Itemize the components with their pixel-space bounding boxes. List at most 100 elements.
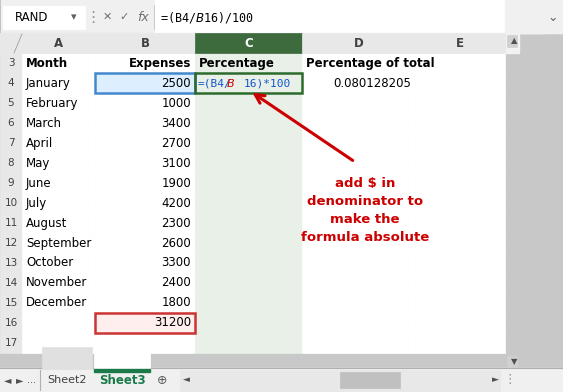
Bar — [22, 233, 95, 253]
Text: 31200: 31200 — [154, 316, 191, 330]
Text: April: April — [26, 136, 53, 149]
Bar — [22, 93, 95, 113]
Bar — [302, 293, 415, 313]
Bar — [95, 53, 195, 73]
Text: fx: fx — [137, 11, 149, 24]
Bar — [22, 193, 95, 213]
Bar — [95, 193, 195, 213]
Text: 2600: 2600 — [161, 236, 191, 249]
Bar — [195, 233, 302, 253]
Bar — [340, 372, 400, 388]
Text: October: October — [26, 256, 73, 270]
Text: Month: Month — [26, 56, 68, 69]
Bar — [302, 53, 415, 73]
Bar — [195, 193, 302, 213]
Bar — [94, 369, 150, 372]
Text: 1000: 1000 — [162, 96, 191, 109]
Bar — [22, 73, 95, 93]
Text: Sheet2: Sheet2 — [47, 375, 87, 385]
Bar — [155, 0, 545, 33]
Text: 5: 5 — [8, 98, 14, 108]
Text: ⋮: ⋮ — [86, 9, 101, 25]
Text: November: November — [26, 276, 87, 290]
Bar — [95, 33, 195, 53]
Bar — [95, 233, 195, 253]
Text: ⊕: ⊕ — [157, 374, 167, 387]
Bar — [95, 313, 195, 333]
Text: 16)*100: 16)*100 — [244, 78, 291, 88]
Text: 2300: 2300 — [162, 216, 191, 229]
Bar — [95, 293, 195, 313]
Bar — [302, 273, 415, 293]
Bar — [0, 173, 22, 193]
Bar — [415, 113, 505, 133]
Bar — [415, 133, 505, 153]
Text: Percentage: Percentage — [199, 56, 275, 69]
Bar — [22, 333, 95, 353]
Bar — [415, 233, 505, 253]
Text: 13: 13 — [5, 258, 17, 268]
Bar — [0, 93, 22, 113]
Bar — [0, 153, 22, 173]
Bar — [195, 133, 302, 153]
Bar — [22, 213, 95, 233]
Bar — [95, 273, 195, 293]
Bar — [195, 173, 302, 193]
Bar — [0, 113, 22, 133]
Bar — [3, 6, 85, 29]
Bar — [22, 113, 95, 133]
Text: 0.080128205: 0.080128205 — [333, 76, 411, 89]
Text: ...: ... — [28, 375, 37, 385]
Text: E: E — [456, 36, 464, 49]
Bar — [415, 173, 505, 193]
Bar — [415, 213, 505, 233]
Text: 2500: 2500 — [162, 76, 191, 89]
Text: ◄: ◄ — [182, 376, 189, 385]
Text: Percentage of total: Percentage of total — [306, 56, 435, 69]
Text: Sheet3: Sheet3 — [99, 374, 145, 388]
Text: ✓: ✓ — [119, 12, 129, 22]
Bar — [302, 33, 415, 53]
Text: A: A — [54, 36, 63, 49]
Text: 3400: 3400 — [162, 116, 191, 129]
Bar — [195, 33, 302, 53]
Bar — [22, 253, 95, 273]
Bar — [0, 253, 22, 273]
Text: 9: 9 — [8, 178, 14, 188]
Bar — [302, 333, 415, 353]
Bar — [95, 93, 195, 113]
Bar — [22, 53, 95, 73]
Bar — [302, 73, 415, 93]
Bar — [0, 0, 505, 33]
Bar — [180, 370, 500, 392]
Bar — [195, 93, 302, 113]
Bar — [94, 346, 150, 369]
Bar — [95, 333, 195, 353]
Text: ►: ► — [16, 375, 24, 385]
Bar — [302, 113, 415, 133]
Text: 1800: 1800 — [162, 296, 191, 310]
Bar — [0, 33, 519, 53]
Text: ▼: ▼ — [511, 358, 517, 367]
Text: ◄: ◄ — [5, 375, 12, 385]
Bar — [95, 213, 195, 233]
Bar — [302, 93, 415, 113]
Bar — [505, 0, 563, 33]
Text: ⋮: ⋮ — [504, 374, 516, 387]
Text: 17: 17 — [5, 338, 17, 348]
Bar — [195, 273, 302, 293]
Text: ⌄: ⌄ — [548, 11, 558, 24]
Text: 3300: 3300 — [162, 256, 191, 270]
Text: 11: 11 — [5, 218, 17, 228]
Text: July: July — [26, 196, 47, 209]
Bar — [302, 173, 415, 193]
Bar — [302, 193, 415, 213]
Bar — [302, 153, 415, 173]
Bar — [415, 313, 505, 333]
Text: 6: 6 — [8, 118, 14, 128]
Text: February: February — [26, 96, 78, 109]
Bar — [415, 193, 505, 213]
Text: 7: 7 — [8, 138, 14, 148]
Bar — [195, 73, 302, 93]
Bar — [415, 73, 505, 93]
